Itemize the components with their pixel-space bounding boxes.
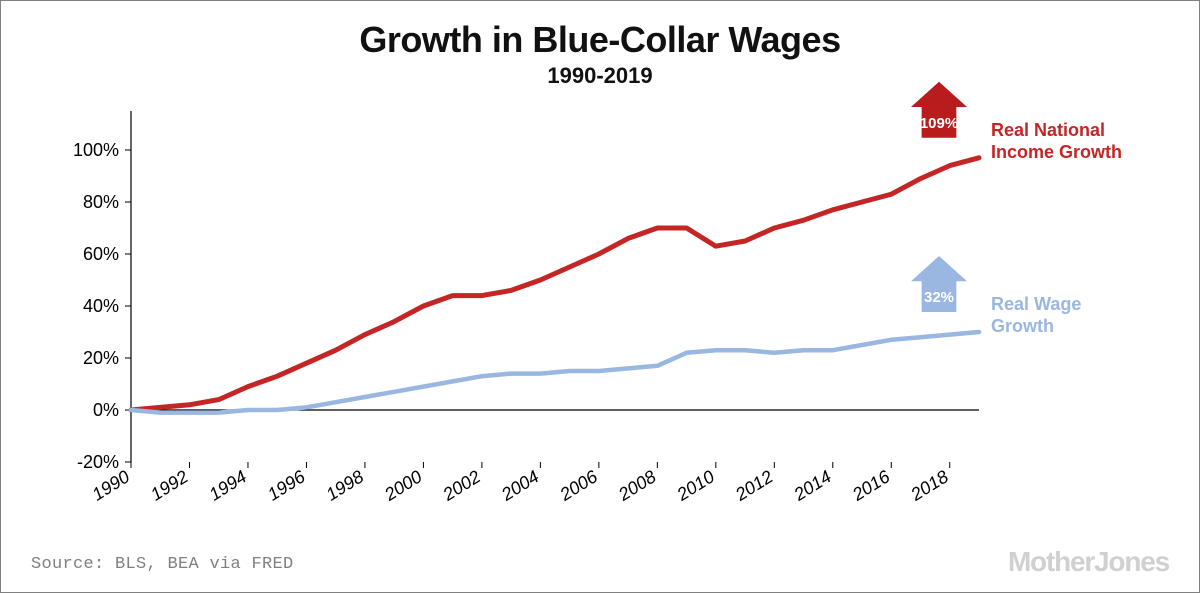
callout-value: 32% bbox=[924, 289, 954, 306]
y-tick-label: -20% bbox=[77, 452, 119, 472]
plot-area: -20% 0% 20% 40% 60% 80% 100% 1990 1992 1994 1996 19… bbox=[61, 101, 1169, 522]
y-tick-label: 80% bbox=[83, 192, 119, 212]
x-tick-label: 2006 bbox=[556, 466, 602, 505]
series-label-real_wage: Real Wage bbox=[991, 294, 1081, 314]
x-tick-label: 2002 bbox=[439, 466, 484, 505]
x-tick-label: 1992 bbox=[147, 466, 192, 504]
y-tick-label: 20% bbox=[83, 348, 119, 368]
y-tick-label: 100% bbox=[73, 140, 119, 160]
x-tick-label: 2016 bbox=[848, 466, 894, 505]
x-tick-label: 2000 bbox=[380, 466, 425, 505]
x-tick-label: 1998 bbox=[322, 466, 367, 504]
x-tick-label: 2012 bbox=[731, 466, 776, 505]
x-tick-label: 1990 bbox=[89, 466, 134, 504]
chart-title: Growth in Blue-Collar Wages bbox=[31, 19, 1169, 61]
line-chart: -20% 0% 20% 40% 60% 80% 100% 1990 1992 1994 1996 19… bbox=[61, 101, 1169, 522]
y-tick-label: 60% bbox=[83, 244, 119, 264]
x-tick-label: 2004 bbox=[497, 466, 542, 505]
y-tick-label: 0% bbox=[93, 400, 119, 420]
x-tick-label: 2018 bbox=[906, 466, 951, 505]
y-tick-label: 40% bbox=[83, 296, 119, 316]
source-caption: Source: BLS, BEA via FRED bbox=[31, 555, 294, 574]
x-tick-label: 1994 bbox=[206, 466, 251, 504]
callout-value: 109% bbox=[920, 115, 958, 132]
x-tick-label: 2008 bbox=[614, 466, 659, 505]
series-label-national_income: Income Growth bbox=[991, 142, 1122, 162]
title-block: Growth in Blue-Collar Wages 1990-2019 bbox=[31, 19, 1169, 89]
chart-frame: Growth in Blue-Collar Wages 1990-2019 -2… bbox=[0, 0, 1200, 593]
x-tick-label: 2014 bbox=[790, 466, 835, 505]
x-tick-label: 2010 bbox=[673, 466, 718, 505]
brand-watermark: MotherJones bbox=[1008, 546, 1169, 578]
series-label-real_wage: Growth bbox=[991, 316, 1054, 336]
series-label-national_income: Real National bbox=[991, 120, 1105, 140]
series-real_wage bbox=[131, 332, 979, 413]
chart-subtitle: 1990-2019 bbox=[31, 63, 1169, 89]
x-tick-label: 1996 bbox=[264, 466, 309, 505]
